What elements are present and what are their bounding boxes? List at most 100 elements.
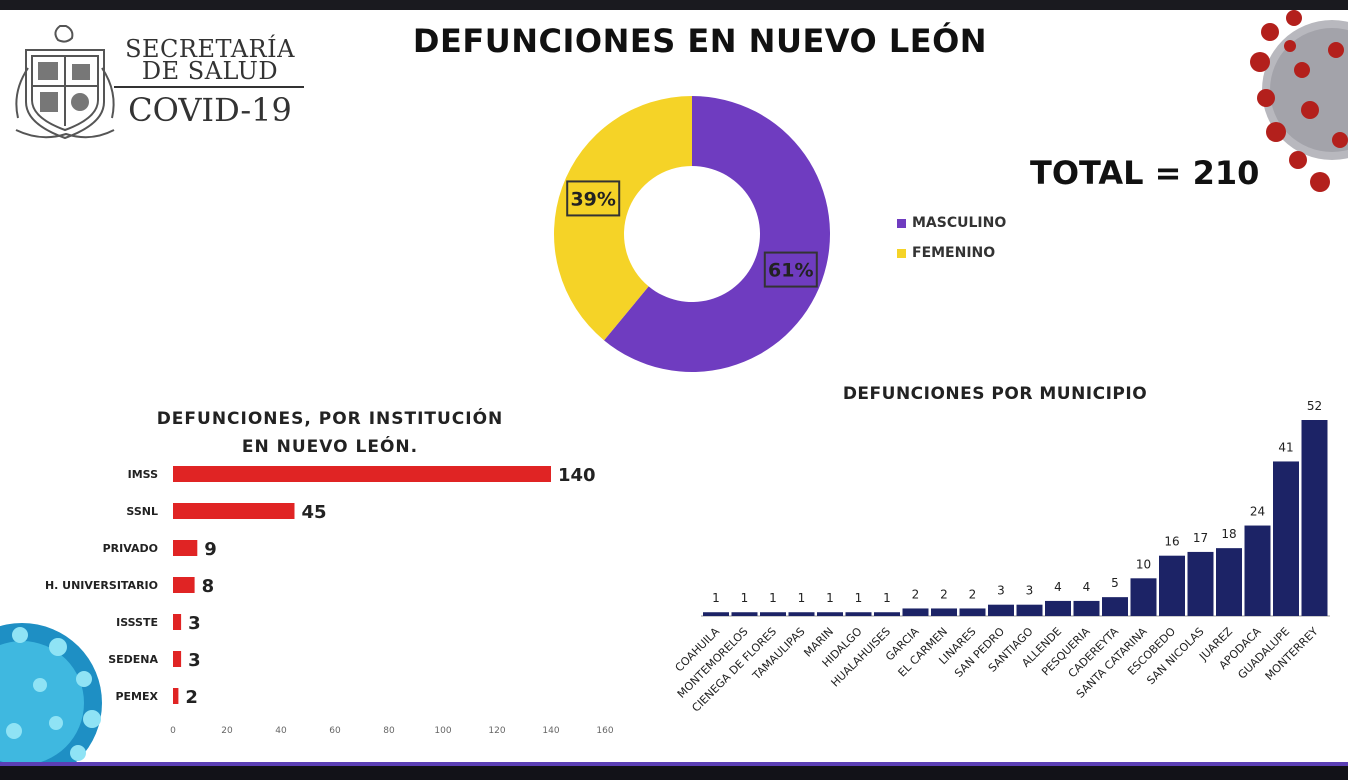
x-tick-label: 120 <box>488 726 505 736</box>
x-tick-label: 140 <box>542 726 559 736</box>
x-tick-label: 80 <box>383 726 395 736</box>
institution-value-label: 2 <box>185 687 198 708</box>
institution-value-label: 3 <box>188 613 201 634</box>
municipio-value-label: 4 <box>1083 580 1091 594</box>
institution-label: PRIVADO <box>103 542 158 555</box>
institution-bar-chart: IMSS 140 SSNL 45 PRIVADO 9 H. UNIVERSITARIO 8 IS… <box>45 465 614 736</box>
municipio-bar <box>1159 555 1185 616</box>
sex-legend: MASCULINO FEMENINO <box>897 208 1006 268</box>
municipio-value-label: 17 <box>1193 531 1208 545</box>
municipio-bar <box>817 612 843 616</box>
municipio-bar <box>1045 600 1071 616</box>
municipio-bar <box>902 608 929 616</box>
institution-label: ISSSTE <box>116 616 158 629</box>
institution-bar <box>173 577 195 593</box>
virus-cell-illustration-icon <box>0 623 102 765</box>
municipio-bar <box>1301 420 1328 616</box>
legend-label-masculino: MASCULINO <box>912 215 1007 231</box>
total-deaths: TOTAL = 210 <box>1030 154 1260 192</box>
municipio-chart-title: DEFUNCIONES POR MUNICIPIO <box>842 384 1148 404</box>
institution-label: H. UNIVERSITARIO <box>45 579 158 592</box>
donut-label-box-femenino <box>566 180 621 217</box>
municipio-bar <box>1273 461 1299 616</box>
institution-value-label: 45 <box>302 502 327 523</box>
municipio-value-label: 24 <box>1250 505 1265 519</box>
municipio-bar <box>1102 597 1128 616</box>
legend-item-femenino: FEMENINO <box>897 238 1006 268</box>
x-tick-label: 100 <box>434 726 451 736</box>
municipio-value-label: 52 <box>1307 399 1322 413</box>
municipio-bar <box>703 612 729 616</box>
municipio-bar <box>1187 551 1214 616</box>
institution-bar <box>173 651 182 667</box>
coronavirus-illustration-icon <box>1250 10 1348 192</box>
institution-bar <box>173 614 182 630</box>
municipio-value-label: 3 <box>997 584 1005 598</box>
municipio-value-label: 16 <box>1164 535 1179 549</box>
institution-value-label: 3 <box>188 650 201 671</box>
municipio-bar <box>1073 600 1100 616</box>
org-name-line1: SECRETARÍA <box>125 35 295 63</box>
municipio-bar <box>1216 548 1242 616</box>
sex-donut-chart: 61% 39% <box>554 96 830 372</box>
legend-item-masculino: MASCULINO <box>897 208 1006 238</box>
institution-label: SEDENA <box>108 653 158 666</box>
org-divider <box>114 86 304 88</box>
institution-bar <box>173 466 551 482</box>
municipio-value-label: 1 <box>826 591 834 605</box>
municipio-value-label: 2 <box>912 587 920 601</box>
municipio-value-label: 2 <box>940 587 948 601</box>
municipio-bar <box>788 612 815 616</box>
bottom-frame-bar <box>0 762 1348 780</box>
donut-slice-masculino <box>604 96 830 372</box>
institution-value-label: 8 <box>202 576 215 597</box>
top-frame-bar <box>0 0 1348 10</box>
donut-value-label-masculino: 61% <box>768 260 813 282</box>
municipio-value-label: 1 <box>741 591 749 605</box>
municipio-bar <box>760 612 786 616</box>
institution-chart-title: DEFUNCIONES, POR INSTITUCIÓN EN NUEVO LE… <box>156 409 504 457</box>
donut-value-label-femenino: 39% <box>570 188 615 210</box>
institution-value-label: 140 <box>558 465 596 486</box>
organization-header: SECRETARÍA DE SALUD COVID-19 <box>114 35 304 126</box>
x-tick-label: 60 <box>329 726 341 736</box>
institution-label: SSNL <box>126 505 158 518</box>
municipio-value-label: 2 <box>969 587 977 601</box>
municipio-bar <box>988 604 1014 616</box>
municipio-value-label: 1 <box>769 591 777 605</box>
legend-swatch-femenino <box>897 248 906 258</box>
municipio-bar <box>1016 604 1043 616</box>
x-tick-label: 0 <box>170 726 176 736</box>
municipio-value-label: 10 <box>1136 557 1151 571</box>
nuevo-leon-coat-of-arms-icon <box>15 25 115 140</box>
municipio-value-label: 41 <box>1278 440 1293 454</box>
municipio-value-label: 1 <box>855 591 863 605</box>
bottom-accent-stripe <box>0 762 1348 766</box>
municipio-value-label: 1 <box>883 591 891 605</box>
donut-slice-femenino <box>554 96 692 341</box>
org-name-line2: DE SALUD <box>141 57 279 85</box>
municipio-bar <box>959 608 986 616</box>
institution-value-label: 9 <box>204 539 217 560</box>
municipio-value-label: 4 <box>1054 580 1062 594</box>
x-tick-label: 40 <box>275 726 287 736</box>
institution-label: IMSS <box>128 468 158 481</box>
municipio-bar <box>1130 578 1157 616</box>
municipio-value-label: 3 <box>1026 584 1034 598</box>
municipio-bar <box>931 608 957 616</box>
municipio-bar <box>874 612 900 616</box>
municipio-bar <box>731 612 758 616</box>
institution-label: PEMEX <box>115 690 158 703</box>
institution-bar <box>173 540 198 556</box>
legend-swatch-masculino <box>897 218 906 228</box>
institution-bar <box>173 503 295 519</box>
donut-label-box-masculino <box>763 251 818 288</box>
institution-bar <box>173 688 179 704</box>
municipio-value-label: 5 <box>1111 576 1119 590</box>
x-tick-label: 20 <box>221 726 233 736</box>
page-title: DEFUNCIONES EN NUEVO LEÓN <box>412 22 988 60</box>
municipio-bar <box>1244 525 1271 616</box>
municipio-bar <box>845 612 872 616</box>
municipio-value-label: 18 <box>1221 527 1236 541</box>
